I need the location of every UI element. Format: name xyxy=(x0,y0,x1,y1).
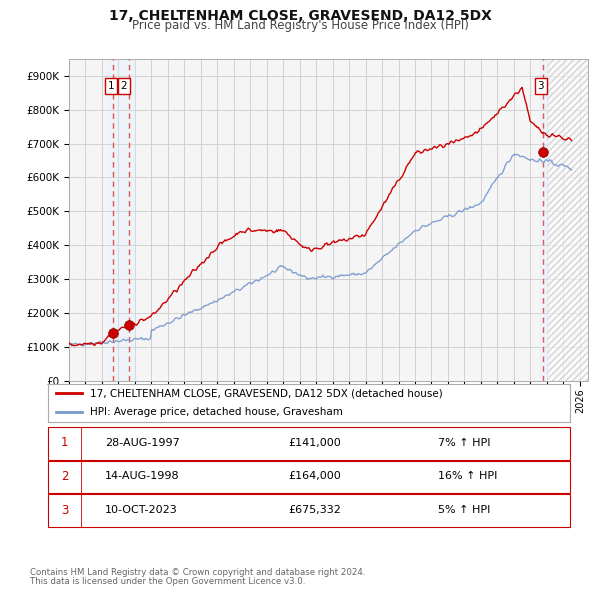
Text: 7% ↑ HPI: 7% ↑ HPI xyxy=(438,438,491,448)
Text: 28-AUG-1997: 28-AUG-1997 xyxy=(105,438,180,448)
Text: 2: 2 xyxy=(121,81,127,91)
Text: 10-OCT-2023: 10-OCT-2023 xyxy=(105,505,178,515)
Text: 2: 2 xyxy=(61,470,68,483)
Text: £164,000: £164,000 xyxy=(288,471,341,481)
Bar xyxy=(547,59,588,381)
Bar xyxy=(107,59,137,381)
Text: 17, CHELTENHAM CLOSE, GRAVESEND, DA12 5DX (detached house): 17, CHELTENHAM CLOSE, GRAVESEND, DA12 5D… xyxy=(90,388,443,398)
Text: £141,000: £141,000 xyxy=(288,438,341,448)
Text: 17, CHELTENHAM CLOSE, GRAVESEND, DA12 5DX: 17, CHELTENHAM CLOSE, GRAVESEND, DA12 5D… xyxy=(109,9,491,23)
Text: 3: 3 xyxy=(61,503,68,517)
Text: HPI: Average price, detached house, Gravesham: HPI: Average price, detached house, Grav… xyxy=(90,407,343,417)
Text: 3: 3 xyxy=(538,81,544,91)
Bar xyxy=(539,59,550,381)
Text: 16% ↑ HPI: 16% ↑ HPI xyxy=(438,471,497,481)
Text: This data is licensed under the Open Government Licence v3.0.: This data is licensed under the Open Gov… xyxy=(30,577,305,586)
Text: 1: 1 xyxy=(61,436,68,450)
Text: Contains HM Land Registry data © Crown copyright and database right 2024.: Contains HM Land Registry data © Crown c… xyxy=(30,568,365,577)
Text: 1: 1 xyxy=(108,81,115,91)
Text: 5% ↑ HPI: 5% ↑ HPI xyxy=(438,505,490,515)
Text: 14-AUG-1998: 14-AUG-1998 xyxy=(105,471,179,481)
Text: £675,332: £675,332 xyxy=(288,505,341,515)
Text: Price paid vs. HM Land Registry's House Price Index (HPI): Price paid vs. HM Land Registry's House … xyxy=(131,19,469,32)
